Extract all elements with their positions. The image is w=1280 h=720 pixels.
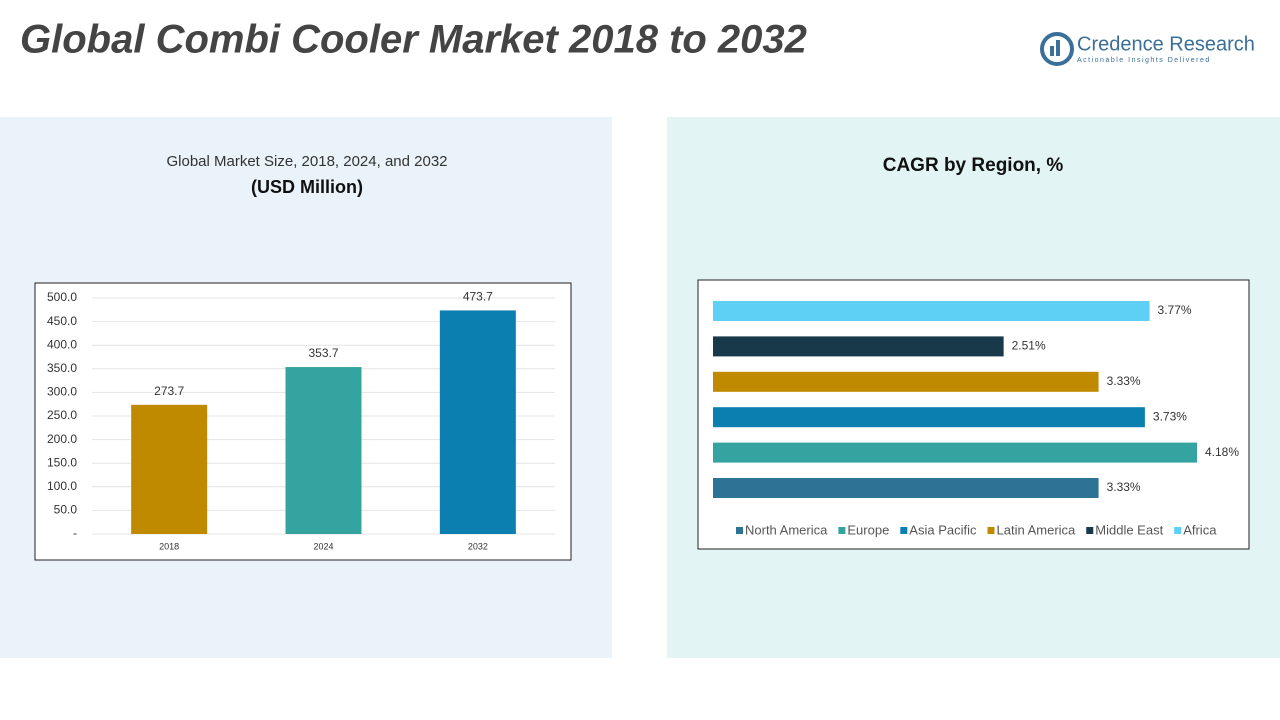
data-label: 2.51%	[1012, 339, 1046, 353]
brand: Credence Research	[1077, 33, 1255, 55]
y-tick-label: 100.0	[47, 479, 77, 493]
data-label: 3.33%	[1107, 374, 1141, 388]
data-label: 473.7	[463, 290, 493, 304]
legend-label: Latin America	[997, 522, 1077, 537]
y-tick-label: 300.0	[47, 385, 77, 399]
x-tick-label: 2024	[313, 541, 333, 551]
legend-label: Middle East	[1095, 522, 1163, 537]
y-tick-label: 50.0	[54, 503, 78, 517]
y-tick-label: 450.0	[47, 314, 77, 328]
legend-swatch	[736, 527, 743, 534]
logo-icon	[1040, 32, 1074, 66]
logo-icon	[1050, 46, 1054, 56]
data-label: 4.18%	[1205, 445, 1239, 459]
chart-title: CAGR by Region, %	[883, 155, 1064, 176]
y-tick-label: 400.0	[47, 337, 77, 351]
logo-icon	[1056, 40, 1060, 56]
legend-label: Asia Pacific	[909, 522, 977, 537]
logo: Credence Research Actionable Insights De…	[1040, 32, 1255, 66]
x-tick-label: 2032	[468, 541, 488, 551]
chart-subtitle: (USD Million)	[251, 177, 363, 197]
bar	[713, 336, 1004, 357]
bar	[439, 310, 516, 534]
legend-label: Europe	[847, 522, 889, 537]
legend-label: North America	[745, 522, 828, 537]
y-tick-label: 250.0	[47, 408, 77, 422]
x-tick-label: 2018	[159, 541, 179, 551]
bar	[713, 407, 1145, 428]
bar	[713, 442, 1197, 463]
legend-swatch	[900, 527, 908, 534]
legend-swatch	[1086, 527, 1094, 534]
data-label: 273.7	[154, 384, 184, 398]
y-tick-label: 150.0	[47, 455, 77, 469]
page-title: Global Combi Cooler Market 2018 to 2032	[20, 18, 807, 62]
bar	[713, 371, 1099, 392]
chart-title: Global Market Size, 2018, 2024, and 2032	[166, 153, 447, 170]
data-label: 353.7	[308, 346, 338, 360]
tagline: Actionable Insights Delivered	[1077, 57, 1211, 64]
legend-label: Africa	[1183, 522, 1217, 537]
bar	[131, 404, 208, 534]
data-label: 3.33%	[1107, 480, 1141, 494]
bar	[713, 478, 1099, 498]
y-tick-label: 350.0	[47, 361, 77, 375]
y-tick-label: 200.0	[47, 432, 77, 446]
y-tick-label: -	[73, 526, 77, 540]
bar	[285, 367, 362, 534]
data-label: 3.73%	[1153, 409, 1187, 423]
y-tick-label: 500.0	[47, 290, 77, 304]
bar	[713, 301, 1150, 321]
legend-swatch	[1174, 527, 1182, 534]
legend-swatch	[838, 527, 846, 534]
legend-swatch	[987, 527, 995, 534]
data-label: 3.77%	[1158, 303, 1192, 317]
